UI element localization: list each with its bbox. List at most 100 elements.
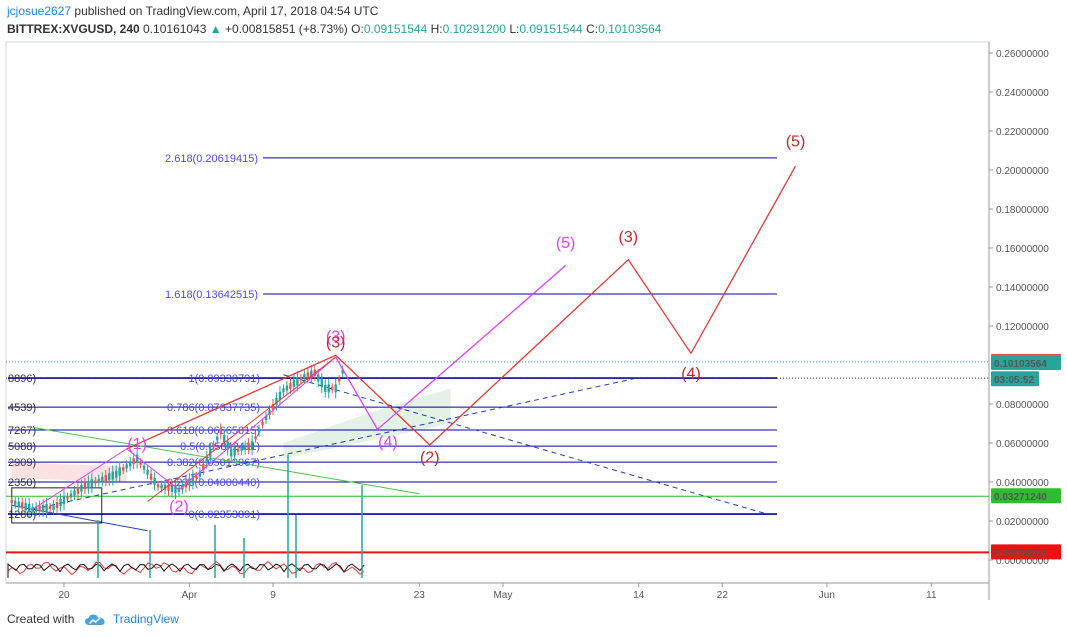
candle-body [191, 475, 195, 484]
candle-body [257, 428, 261, 433]
candle-body [195, 475, 198, 479]
wave-label: (2) [169, 498, 189, 515]
high-label: H: [430, 22, 443, 36]
candle-body [73, 490, 76, 496]
y-tick-label: 0.00000000 [996, 556, 1049, 567]
plot-area [5, 41, 990, 584]
candle-body [160, 484, 163, 489]
candle-body [254, 436, 257, 440]
high-value: 0.10291200 [442, 22, 506, 36]
candle-body [306, 372, 310, 379]
trendline-dashed-up [32, 377, 639, 510]
elliott-wave-red-history [147, 356, 337, 502]
candle-body [226, 441, 229, 450]
candle-body [205, 456, 209, 464]
candle-body [188, 478, 191, 486]
fib-level-label: 1(0.09330791) [188, 373, 260, 385]
candle-body [97, 478, 101, 483]
footer: Created with TradingView [7, 612, 179, 627]
candle-body [66, 496, 69, 500]
fib-left-label: 7267) [8, 425, 36, 437]
fib-level-label: 2.618(0.20619415) [165, 153, 258, 165]
candle-body [156, 484, 160, 488]
candle-body [27, 504, 31, 512]
candle-body [167, 484, 170, 491]
candle-body [341, 369, 344, 374]
x-tick-label: 23 [414, 590, 426, 601]
candle-body [111, 471, 114, 480]
indicator-line-black [7, 562, 365, 578]
candle-body [14, 500, 17, 505]
candle-body [69, 493, 73, 498]
fib-left-label: 2909) [8, 457, 36, 469]
candle-body [184, 481, 188, 488]
fib-level-label: 0.382(0.05019067) [167, 457, 260, 469]
candle-body [282, 388, 285, 393]
y-tick-label: 0.20000000 [996, 166, 1049, 177]
candle-body [62, 496, 66, 505]
candle-body [198, 471, 202, 477]
candle-body [219, 428, 222, 435]
low-label: L: [509, 22, 520, 36]
candle-body [83, 482, 87, 489]
fib-level-label: 0.236(0.04000440) [167, 477, 260, 489]
y-tick-label: 0.18000000 [996, 205, 1049, 216]
candle-body [170, 485, 174, 492]
y-tick-label: 0.02000000 [996, 517, 1049, 528]
candle-body [202, 464, 205, 471]
x-tick-label: Apr [182, 590, 198, 601]
y-tick-label: 0.06000000 [996, 439, 1049, 450]
candle-body [331, 386, 334, 390]
candle-body [122, 467, 125, 471]
candle-body [41, 504, 45, 512]
wave-label: (5) [786, 134, 806, 151]
candle-body [264, 415, 268, 420]
candle-body [303, 374, 306, 380]
tradingview-cloud-icon [84, 614, 105, 625]
candle-body [80, 484, 83, 492]
price-tag-label: 0.10103564 [994, 359, 1047, 370]
candle-body [118, 467, 121, 476]
candle-body [292, 380, 296, 388]
candle-body [317, 374, 320, 382]
candle-body [90, 479, 94, 488]
candle-body [149, 473, 153, 480]
y-tick-label: 0.04000000 [996, 478, 1049, 489]
price-tag [991, 371, 1039, 387]
fib-left-label: 8896) [8, 373, 36, 385]
price-tag-label: 0.03271240 [994, 492, 1047, 503]
created-with-label: Created with [7, 612, 75, 626]
fib-left-label: 4539) [8, 402, 36, 414]
candle-body [128, 461, 132, 467]
fib-level-label: 0.5(0.05842411) [180, 441, 260, 453]
candle-body [45, 504, 48, 512]
price-tag [991, 354, 1061, 370]
candle-body [233, 447, 236, 456]
candle-body [223, 434, 226, 442]
author-link[interactable]: jcjosue2627 [7, 4, 72, 18]
open-label: O: [351, 22, 364, 36]
low-value: 0.09151544 [519, 22, 583, 36]
fib-left-label: 2350) [8, 477, 36, 489]
candle-body [278, 391, 282, 400]
fib-level-label: 1.618(0.13642515) [165, 289, 258, 301]
wave-label: (3) [619, 229, 639, 246]
y-tick-label: 0.26000000 [996, 49, 1049, 60]
candle-body [250, 440, 254, 449]
candle-body [285, 385, 289, 391]
candle-body [125, 464, 128, 469]
candle-body [275, 397, 278, 405]
candle-body [108, 473, 111, 481]
candle-body [135, 454, 139, 463]
up-arrow-icon: ▲ [209, 22, 222, 36]
candle-body [289, 382, 292, 389]
wave-label: (1) [127, 436, 147, 453]
candle-body [94, 480, 97, 484]
close-label: C: [586, 22, 599, 36]
y-tick-label: 0.14000000 [996, 283, 1049, 294]
candle-body [163, 484, 167, 490]
candle-body [212, 444, 215, 448]
candle-body [38, 505, 41, 512]
tradingview-brand[interactable]: TradingView [112, 612, 179, 626]
